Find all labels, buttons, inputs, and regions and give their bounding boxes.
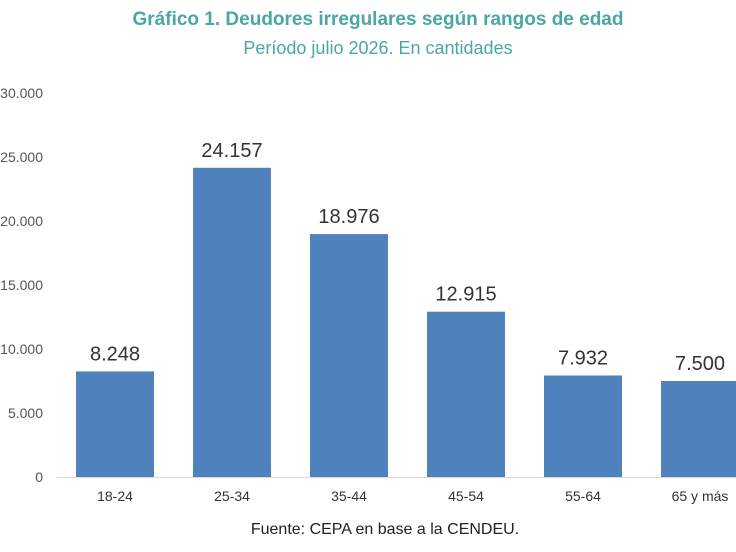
x-tick-label: 35-44 <box>331 488 367 504</box>
data-label: 24.157 <box>201 140 262 162</box>
bar <box>661 381 736 477</box>
x-tick-label: 55-64 <box>565 488 601 504</box>
x-tick-label: 25-34 <box>214 488 250 504</box>
y-tick-label: 15.000 <box>0 277 43 293</box>
chart-title: Gráfico 1. Deudores irregulares según ra… <box>132 9 624 30</box>
bar <box>76 371 154 477</box>
data-label: 7.500 <box>675 353 725 375</box>
y-tick-label: 20.000 <box>0 213 43 229</box>
data-label: 7.932 <box>558 347 608 369</box>
y-tick-label: 25.000 <box>0 149 43 165</box>
data-label: 8.248 <box>90 343 140 365</box>
bar <box>193 167 271 477</box>
y-tick-label: 0 <box>35 469 43 485</box>
x-tick-label: 65 y más <box>672 488 729 504</box>
bar <box>427 311 505 477</box>
bar <box>544 375 622 477</box>
source-note: Fuente: CEPA en base a la CENDEU. <box>250 521 520 538</box>
bar <box>310 234 388 477</box>
data-label: 18.976 <box>318 206 379 228</box>
chart-subtitle: Período julio 2026. En cantidades <box>243 38 513 58</box>
x-tick-label: 18-24 <box>97 488 133 504</box>
x-tick-label: 45-54 <box>448 488 484 504</box>
data-label: 12.915 <box>435 284 496 306</box>
y-tick-label: 30.000 <box>0 85 43 101</box>
y-tick-label: 5.000 <box>8 405 43 421</box>
y-tick-label: 10.000 <box>0 341 43 357</box>
